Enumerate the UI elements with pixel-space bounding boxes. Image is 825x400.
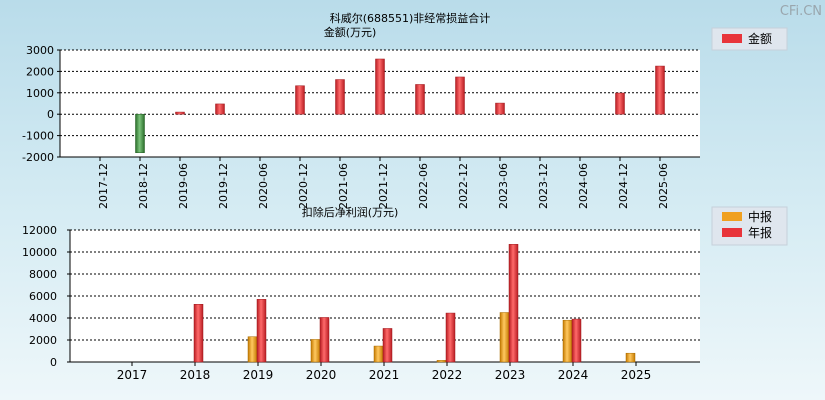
chart-net-profit: 扣除后净利润(万元) 12000 10000 8000 6000 4000 2000 0 20… <box>22 205 788 382</box>
y-tick-label: 4000 <box>29 312 57 325</box>
y-tick-label: 2000 <box>26 65 54 78</box>
bar-interim <box>562 319 573 363</box>
bar-interim <box>436 360 447 363</box>
y-tick-label: 3000 <box>26 44 54 57</box>
bar-annual <box>382 328 393 363</box>
x-tick-label: 2025 <box>621 368 652 382</box>
y-tick-label: 8000 <box>29 268 57 281</box>
watermark: CFi.CN <box>780 4 822 19</box>
y-tick-label: -1000 <box>22 130 54 143</box>
x-tick-label: 2017-12 <box>97 163 110 209</box>
x-tick-label: 2023-06 <box>497 163 510 209</box>
x-tick-label: 2024 <box>558 368 589 382</box>
legend-swatch-amount <box>722 34 742 43</box>
bar <box>215 103 225 115</box>
bar <box>415 84 425 115</box>
bar-interim <box>373 345 384 363</box>
bar-interim <box>625 352 636 363</box>
legend-swatch-interim <box>722 212 742 221</box>
x-tick-label: 2018-12 <box>137 163 150 209</box>
bar <box>455 76 465 115</box>
bar-annual <box>193 304 204 363</box>
x-tick-label: 2021-12 <box>377 163 390 209</box>
x-tick-label: 2022 <box>432 368 463 382</box>
y-tick-label: -2000 <box>22 151 54 164</box>
x-tick-label: 2021 <box>369 368 400 382</box>
y-tick-label: 6000 <box>29 290 57 303</box>
chart-nonrecurring: 科威尔(688551)非经常损益合计 金额(万元) 3000 2000 1000 0 -… <box>22 11 788 209</box>
bar <box>135 113 145 153</box>
legend-box <box>711 27 788 51</box>
x-tick-label: 2020-12 <box>297 163 310 209</box>
bar-annual <box>256 299 267 363</box>
y-tick-label: 2000 <box>29 334 57 347</box>
x-tick-label: 2023 <box>495 368 526 382</box>
x-tick-label: 2024-06 <box>577 163 590 209</box>
legend-swatch-annual <box>722 228 742 237</box>
legend-label-annual: 年报 <box>748 225 772 240</box>
bar <box>655 65 665 115</box>
y-tick-label: 0 <box>47 108 54 121</box>
bar <box>375 58 385 115</box>
bar-interim <box>499 312 510 363</box>
x-tick-label: 2020-06 <box>257 163 270 209</box>
bar-annual <box>508 244 519 363</box>
legend-label-interim: 中报 <box>748 209 772 224</box>
x-tick-label: 2019-12 <box>217 163 230 209</box>
x-tick-label: 2021-06 <box>337 163 350 209</box>
bar <box>615 92 625 115</box>
bar <box>175 111 185 115</box>
legend-1: 金额 <box>711 27 788 51</box>
x-tick-label: 2024-12 <box>617 163 630 209</box>
y-tick-label: 12000 <box>22 224 57 237</box>
x-tick-label: 2025-06 <box>657 163 670 209</box>
bar-annual <box>445 312 456 363</box>
bar <box>335 79 345 115</box>
x-tick-label: 2020 <box>306 368 337 382</box>
chart1-ylabel: 金额(万元) <box>324 25 377 39</box>
bar <box>295 85 305 115</box>
x-tick-label: 2022-06 <box>417 163 430 209</box>
x-tick-label: 2023-12 <box>537 163 550 209</box>
x-tick-label: 2019-06 <box>177 163 190 209</box>
chart1-title: 科威尔(688551)非经常损益合计 <box>330 11 491 25</box>
chart2-title: 扣除后净利润(万元) <box>302 205 399 219</box>
x-tick-label: 2022-12 <box>457 163 470 209</box>
y-tick-label: 1000 <box>26 87 54 100</box>
bar-annual <box>571 318 582 363</box>
x-tick-label: 2017 <box>117 368 148 382</box>
y-tick-label: 0 <box>50 356 57 369</box>
x-tick-label: 2019 <box>243 368 274 382</box>
y-tick-label: 10000 <box>22 246 57 259</box>
bar-annual <box>319 317 330 363</box>
bar <box>495 102 505 115</box>
legend-label-amount: 金额 <box>748 31 772 46</box>
x-tick-label: 2018 <box>180 368 211 382</box>
bar-interim <box>310 339 321 363</box>
bar-interim <box>247 336 258 363</box>
